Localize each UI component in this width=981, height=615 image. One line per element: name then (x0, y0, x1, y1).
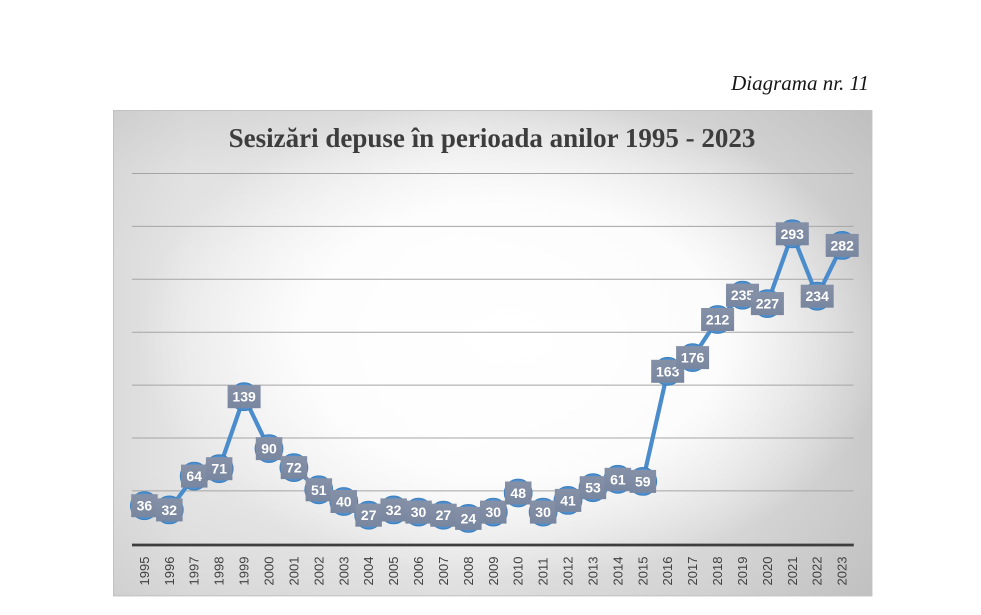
svg-text:2021: 2021 (785, 557, 800, 586)
svg-text:Diagrama nr. 11: Diagrama nr. 11 (730, 71, 869, 95)
svg-text:2007: 2007 (436, 557, 451, 586)
svg-text:2006: 2006 (411, 557, 426, 586)
svg-text:282: 282 (831, 237, 855, 253)
svg-text:2008: 2008 (461, 557, 476, 586)
svg-text:2020: 2020 (760, 557, 775, 586)
svg-text:2015: 2015 (635, 557, 650, 586)
svg-text:Sesizări depuse în perioada an: Sesizări depuse în perioada anilor 1995 … (229, 123, 756, 153)
svg-text:227: 227 (756, 296, 780, 312)
svg-text:139: 139 (232, 389, 256, 405)
svg-text:2010: 2010 (511, 557, 526, 586)
svg-text:59: 59 (635, 473, 651, 489)
svg-text:163: 163 (656, 363, 680, 379)
svg-text:30: 30 (535, 504, 551, 520)
svg-text:2003: 2003 (336, 557, 351, 586)
svg-text:2004: 2004 (361, 557, 376, 586)
svg-text:72: 72 (286, 460, 302, 476)
svg-text:234: 234 (806, 288, 830, 304)
svg-text:176: 176 (681, 350, 705, 366)
svg-text:41: 41 (560, 492, 576, 508)
svg-text:40: 40 (336, 494, 352, 510)
svg-text:32: 32 (162, 502, 178, 518)
svg-text:2016: 2016 (660, 557, 675, 586)
svg-text:1998: 1998 (212, 557, 227, 586)
svg-text:2011: 2011 (536, 558, 551, 586)
svg-text:2012: 2012 (561, 557, 576, 586)
svg-text:90: 90 (261, 441, 277, 457)
svg-text:293: 293 (781, 226, 805, 242)
svg-text:2001: 2001 (286, 557, 301, 586)
svg-text:2009: 2009 (486, 557, 501, 586)
svg-text:2005: 2005 (386, 557, 401, 586)
svg-text:2017: 2017 (685, 557, 700, 586)
svg-text:2013: 2013 (586, 557, 601, 586)
svg-text:2014: 2014 (610, 557, 625, 586)
svg-text:71: 71 (211, 461, 227, 477)
svg-text:1999: 1999 (237, 557, 252, 586)
svg-text:24: 24 (461, 510, 477, 526)
svg-text:2018: 2018 (710, 557, 725, 586)
svg-text:2002: 2002 (311, 557, 326, 586)
svg-text:1996: 1996 (162, 557, 177, 586)
svg-text:61: 61 (610, 471, 626, 487)
svg-text:32: 32 (386, 502, 402, 518)
svg-text:53: 53 (585, 480, 601, 496)
svg-text:2023: 2023 (835, 557, 850, 586)
svg-text:48: 48 (510, 485, 526, 501)
svg-text:51: 51 (311, 482, 327, 498)
svg-text:212: 212 (706, 312, 730, 328)
svg-text:2019: 2019 (735, 557, 750, 586)
svg-text:27: 27 (436, 507, 452, 523)
svg-text:235: 235 (731, 287, 755, 303)
svg-text:2000: 2000 (262, 557, 277, 586)
svg-text:30: 30 (486, 504, 502, 520)
svg-text:27: 27 (361, 507, 377, 523)
svg-text:2022: 2022 (810, 557, 825, 586)
svg-text:36: 36 (137, 498, 153, 514)
svg-text:1997: 1997 (187, 557, 202, 586)
svg-text:1995: 1995 (137, 557, 152, 586)
svg-text:30: 30 (411, 504, 427, 520)
svg-text:64: 64 (186, 468, 202, 484)
